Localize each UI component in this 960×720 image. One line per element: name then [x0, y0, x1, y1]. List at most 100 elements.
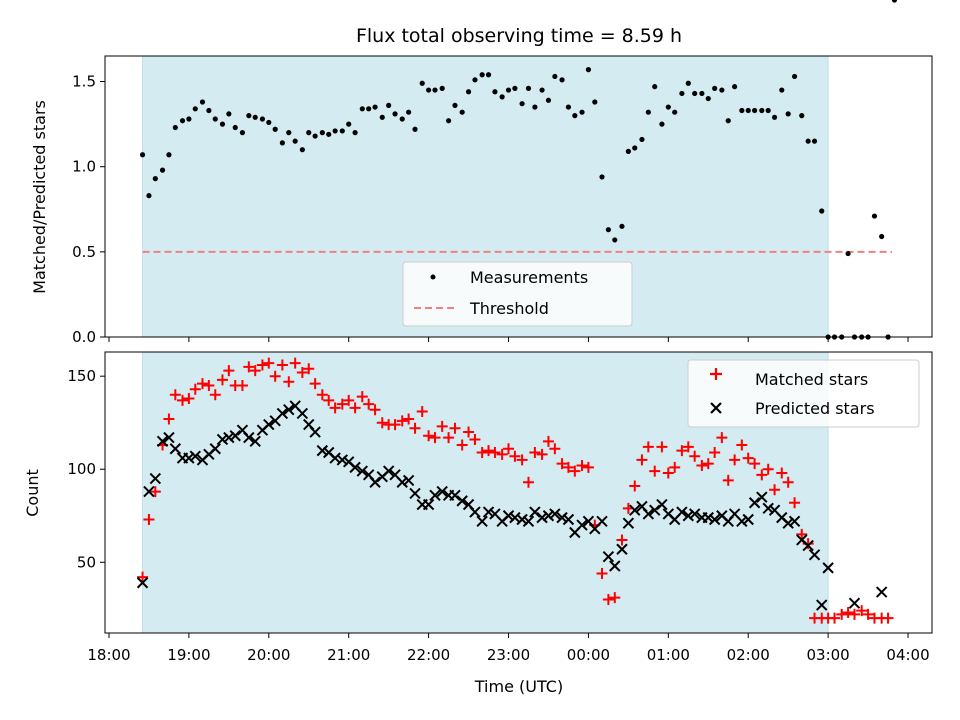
matched-point [423, 430, 435, 442]
measurement-point [871, 213, 878, 219]
matched-point [669, 461, 681, 473]
measurement-point [352, 130, 358, 136]
matched-point [842, 607, 854, 619]
predicted-point [422, 498, 435, 511]
matched-point [562, 461, 574, 473]
top-panel-legend-box [402, 261, 633, 327]
matched-point [223, 365, 235, 377]
matched-point [376, 417, 388, 429]
matched-point [336, 398, 348, 410]
matched-stars-series [137, 358, 894, 624]
measurement-point [632, 145, 638, 151]
measurement-point [752, 107, 758, 114]
predicted-point [356, 465, 368, 477]
measurement-point [306, 130, 312, 136]
matched-point [749, 458, 761, 470]
matched-point [256, 359, 268, 371]
predicted-point [875, 586, 888, 598]
predicted-point [629, 504, 641, 516]
measurement-point [252, 114, 258, 120]
matched-point [363, 398, 375, 410]
matched-point [689, 450, 701, 462]
bottom-panel-frame [104, 351, 933, 634]
measurement-point [725, 118, 731, 124]
measurement-point [359, 106, 365, 112]
measurement-point [426, 87, 432, 93]
x-tick-label: 20:00 [247, 646, 290, 664]
matched-point [169, 389, 181, 401]
predicted-point [449, 489, 461, 501]
matched-point [736, 439, 748, 451]
predicted-point [169, 443, 182, 455]
measurement-point [192, 106, 198, 112]
matched-point [836, 608, 848, 620]
matched-point [856, 605, 868, 617]
matched-point [529, 446, 541, 458]
measurement-point [785, 111, 791, 117]
measurement-point [272, 126, 278, 132]
measurement-point [292, 138, 298, 144]
measurement-point [665, 104, 671, 110]
measurement-point [339, 128, 345, 134]
predicted-point [216, 433, 229, 446]
top-panel: 0.0 0.5 1.0 1.5 Matched/Predicted stars Mea… [30, 0, 933, 346]
x-tick-label: 18:00 [87, 646, 130, 664]
matched-point [236, 379, 248, 391]
measurement-point [719, 87, 725, 93]
matched-point [609, 592, 621, 604]
predicted-point [163, 431, 175, 444]
measurement-point [891, 0, 898, 3]
predicted-point [156, 435, 169, 448]
predicted-point [243, 431, 255, 444]
y-tick-label: 0.0 [72, 328, 96, 346]
predicted-point [782, 517, 794, 529]
matched-point [149, 486, 161, 498]
matched-point [556, 458, 568, 470]
measurement-point [612, 237, 618, 243]
measurement-point [179, 118, 186, 124]
matched-point [329, 402, 341, 414]
matched-point [443, 432, 455, 444]
matched-point [216, 374, 228, 386]
predicted-point [516, 513, 528, 526]
predicted-point [522, 515, 535, 528]
y-tick-label: 1.0 [72, 158, 96, 176]
predicted-point [309, 426, 321, 438]
measurement-point [811, 138, 818, 144]
predicted-point [742, 513, 754, 526]
predicted-point [642, 508, 655, 520]
top-panel-y-ticks: 0.0 0.5 1.0 1.5 [72, 73, 105, 346]
matched-point [469, 433, 481, 445]
predicted-point [822, 562, 834, 574]
matched-point [396, 415, 408, 427]
measurement-point [372, 104, 378, 110]
measurement-point [286, 130, 292, 136]
matched-point [656, 441, 668, 453]
measurement-point [699, 90, 705, 97]
legend-matched-label: Matched stars [755, 370, 868, 389]
measurement-point [299, 147, 305, 153]
predicted-point [456, 495, 468, 507]
measurement-point [705, 95, 711, 102]
legend-measurements-label: Measurements [470, 268, 588, 287]
measurement-point [599, 174, 605, 180]
measurement-point [146, 193, 152, 199]
predicted-point [209, 443, 221, 455]
measurement-point [152, 176, 158, 182]
top-panel-legend: Measurements Threshold [402, 261, 633, 327]
x-tick-label: 22:00 [407, 646, 450, 664]
predicted-point [336, 454, 349, 466]
measurement-point [346, 121, 352, 127]
x-axis-label: Time (UTC) [474, 677, 563, 696]
measurement-point [819, 208, 825, 214]
measurement-point [459, 109, 465, 115]
matched-point [542, 435, 554, 447]
matched-point [616, 534, 628, 546]
measurement-point [679, 90, 685, 97]
predicted-point [402, 474, 415, 487]
measurement-point [166, 152, 172, 158]
measurement-point [692, 90, 698, 97]
predicted-point [263, 418, 275, 431]
predicted-point [756, 491, 768, 503]
